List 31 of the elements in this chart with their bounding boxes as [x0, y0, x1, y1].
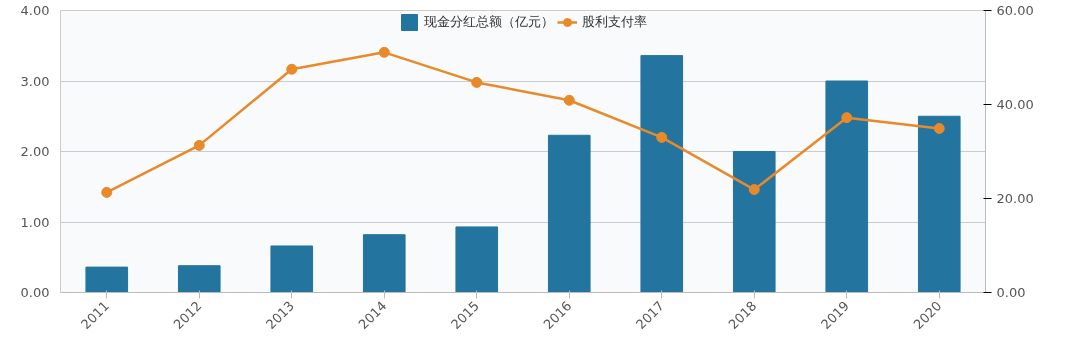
- point: [193, 139, 205, 151]
- bar: [732, 151, 776, 293]
- bar: [640, 55, 684, 293]
- bar: [825, 80, 869, 293]
- bar: [270, 245, 314, 293]
- point: [748, 184, 760, 196]
- y-tick-label: 3.00: [20, 73, 50, 89]
- y2-tick-label: 60.00: [996, 3, 1034, 18]
- point: [841, 112, 853, 124]
- bar: [362, 234, 406, 293]
- y-tick-label: 4.00: [20, 3, 50, 18]
- bar: [177, 265, 221, 293]
- y-tick-label: 0.00: [20, 285, 50, 300]
- legend-label: 股利支付率: [581, 13, 647, 31]
- y2-tick-label: 0.00: [996, 285, 1026, 300]
- y2-tick-label: 40.00: [996, 97, 1034, 112]
- point: [563, 94, 575, 106]
- legend-label: 现金分红总额（亿元）: [423, 13, 554, 31]
- point: [656, 131, 668, 143]
- bar: [547, 134, 591, 293]
- y2-tick-label: 20.00: [996, 191, 1034, 206]
- y-tick-label: 2.00: [20, 144, 50, 159]
- bar: [917, 115, 961, 293]
- point: [378, 46, 390, 58]
- y-tick-label: 1.00: [20, 214, 50, 230]
- bar: [455, 226, 499, 293]
- bar: [85, 266, 129, 293]
- point: [101, 186, 113, 198]
- point: [286, 63, 298, 75]
- point: [471, 76, 483, 88]
- point: [933, 122, 945, 134]
